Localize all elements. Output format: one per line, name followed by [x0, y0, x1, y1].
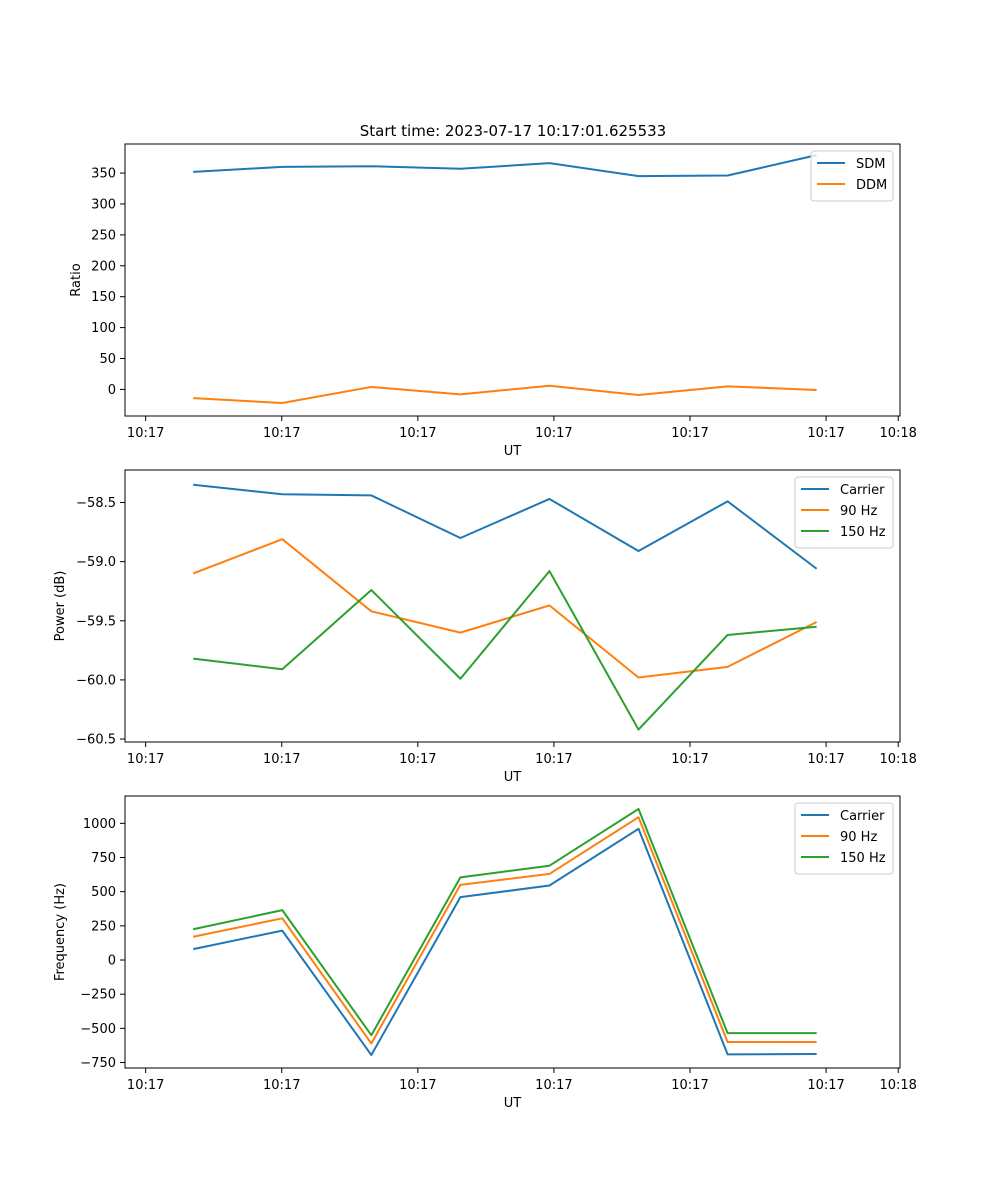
legend-label: 90 Hz — [840, 504, 877, 519]
x-axis-label: UT — [504, 770, 522, 785]
x-tick-label: 10:17 — [535, 752, 572, 767]
y-axis-label: Power (dB) — [53, 571, 68, 642]
x-tick-label: 10:17 — [399, 752, 436, 767]
legend-label: Carrier — [840, 809, 885, 824]
y-tick-label: 300 — [91, 197, 116, 212]
x-tick-label: 10:17 — [807, 426, 844, 441]
x-tick-label: 10:17 — [127, 752, 164, 767]
axes-frame — [124, 795, 901, 1069]
y-tick-label: 250 — [91, 919, 116, 934]
x-tick-label: 10:18 — [879, 426, 916, 441]
y-tick-label: 150 — [91, 290, 116, 305]
legend-label: 150 Hz — [840, 525, 886, 540]
y-tick-label: −500 — [80, 1022, 116, 1037]
x-tick-label: 10:17 — [127, 426, 164, 441]
series-line-carrier — [193, 483, 818, 570]
legend-label: 150 Hz — [840, 851, 886, 866]
y-tick-label: 0 — [108, 383, 116, 398]
y-tick-label: −58.5 — [76, 496, 116, 511]
y-tick-label: 100 — [91, 321, 116, 336]
x-tick-label: 10:17 — [535, 426, 572, 441]
x-tick-label: 10:17 — [807, 1078, 844, 1093]
x-tick-label: 10:17 — [263, 426, 300, 441]
x-tick-label: 10:17 — [263, 752, 300, 767]
chart-panel-3: 10:17 10:17 10:17 10:17 10:17 10:17 10:18 −750 −… — [53, 795, 917, 1111]
x-tick-label: 10:17 — [399, 1078, 436, 1093]
series-line-90-hz — [192, 538, 818, 679]
chart-panel-2: 10:17 10:17 10:17 10:17 10:17 10:17 10:18 −60.5… — [53, 469, 917, 785]
x-axis-label: UT — [504, 1096, 522, 1111]
x-tick-label: 10:17 — [535, 1078, 572, 1093]
series-line-sdm — [193, 154, 817, 178]
y-tick-label: 250 — [91, 228, 116, 243]
series-line-carrier — [193, 827, 817, 1057]
y-tick-label: 350 — [91, 167, 116, 182]
x-tick-label: 10:17 — [671, 752, 708, 767]
series-line-150-hz — [193, 807, 817, 1037]
y-tick-label: 750 — [91, 851, 116, 866]
charts-container: 10:17 10:17 10:17 10:17 10:17 10:17 10:18 0 50 10… — [53, 143, 917, 1111]
legend: Carrier 90 Hz 150 Hz — [794, 476, 894, 549]
x-tick-label: 10:17 — [807, 752, 844, 767]
legend-label: 90 Hz — [840, 830, 877, 845]
y-tick-label: 1000 — [83, 817, 116, 832]
x-tick-label: 10:17 — [671, 1078, 708, 1093]
y-tick-label: 500 — [91, 885, 116, 900]
y-tick-label: −59.0 — [76, 555, 116, 570]
y-tick-label: 0 — [108, 954, 116, 969]
x-tick-label: 10:17 — [671, 426, 708, 441]
axes-frame — [124, 469, 901, 743]
y-tick-label: 200 — [91, 259, 116, 274]
series-line-90-hz — [193, 816, 817, 1045]
axes-frame — [124, 143, 901, 417]
x-tick-label: 10:17 — [263, 1078, 300, 1093]
x-tick-label: 10:17 — [399, 426, 436, 441]
x-tick-label: 10:18 — [879, 752, 916, 767]
series-line-150-hz — [193, 570, 817, 731]
chart-panel-1: 10:17 10:17 10:17 10:17 10:17 10:17 10:18 0 50 10… — [69, 143, 917, 459]
y-tick-label: 50 — [99, 352, 116, 367]
figure-title: Start time: 2023-07-17 10:17:01.625533 — [360, 122, 666, 140]
legend-label: Carrier — [840, 483, 885, 498]
series-line-ddm — [193, 384, 817, 405]
y-tick-label: −750 — [80, 1056, 116, 1071]
y-tick-label: −59.5 — [76, 614, 116, 629]
x-tick-label: 10:17 — [127, 1078, 164, 1093]
legend: Carrier 90 Hz 150 Hz — [794, 802, 894, 875]
y-tick-label: −60.5 — [76, 733, 116, 748]
y-tick-label: −250 — [80, 988, 116, 1003]
legend-label: DDM — [856, 178, 887, 193]
y-axis-label: Frequency (Hz) — [53, 883, 68, 981]
y-axis-label: Ratio — [69, 263, 84, 296]
y-tick-label: −60.0 — [76, 673, 116, 688]
legend: SDM DDM — [810, 150, 894, 202]
x-axis-label: UT — [504, 444, 522, 459]
x-tick-label: 10:18 — [879, 1078, 916, 1093]
legend-label: SDM — [856, 157, 885, 172]
